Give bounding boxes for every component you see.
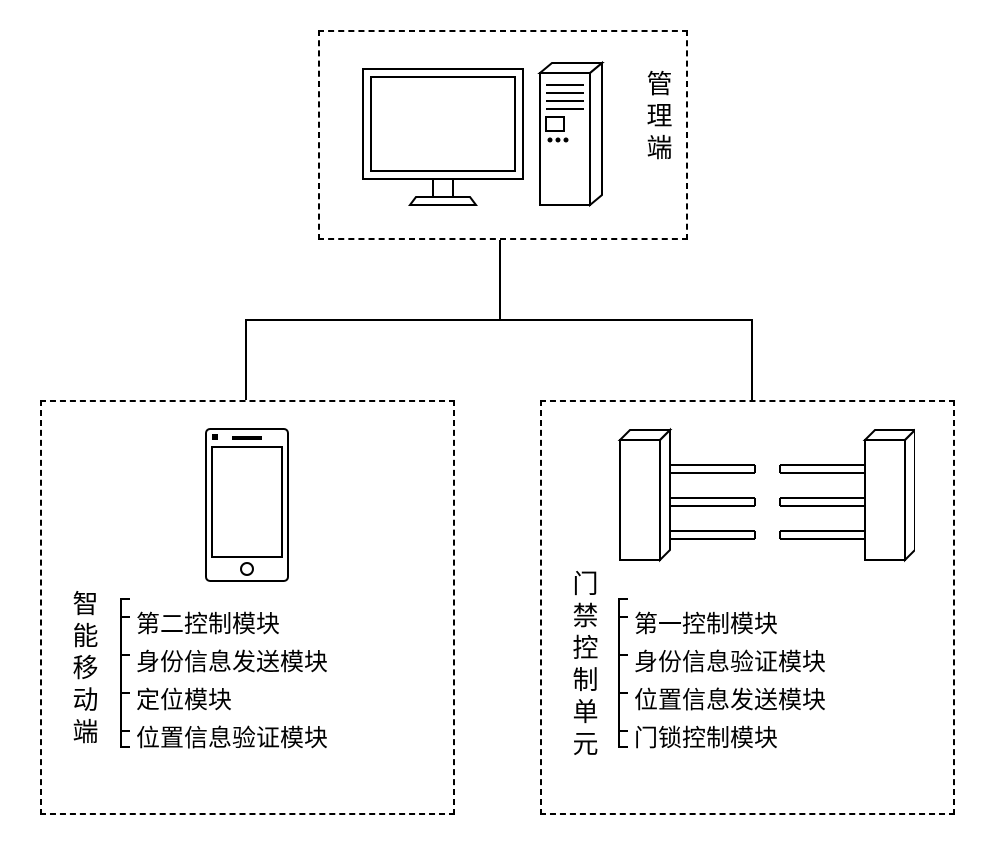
module-item: 第二控制模块 [136, 604, 280, 639]
label-management: 管理端 [640, 70, 677, 166]
connector-left-down [245, 320, 247, 400]
bracket-icon [618, 598, 632, 748]
module-item: 身份信息发送模块 [136, 642, 328, 677]
module-item: 位置信息发送模块 [634, 680, 826, 715]
module-item: 位置信息验证模块 [136, 718, 328, 753]
connector-right-down [751, 320, 753, 400]
module-item: 门锁控制模块 [634, 718, 778, 753]
diagram-canvas: 管理端 智能移动端 [0, 0, 1000, 858]
phone-icon [200, 425, 295, 585]
module-item: 定位模块 [136, 680, 232, 715]
module-list-gate: 第一控制模块 身份信息验证模块 位置信息发送模块 门锁控制模块 [618, 598, 928, 748]
connector-top-down [499, 240, 501, 320]
module-item: 第一控制模块 [634, 604, 778, 639]
module-item: 身份信息验证模块 [634, 642, 826, 677]
module-list-mobile: 第二控制模块 身份信息发送模块 定位模块 位置信息验证模块 [120, 598, 420, 748]
label-mobile: 智能移动端 [66, 590, 103, 750]
gate-icon [615, 420, 915, 575]
label-gate: 门禁控制单元 [566, 570, 603, 762]
connector-horizontal [245, 319, 753, 321]
computer-icon [355, 55, 615, 215]
bracket-icon [120, 598, 134, 748]
